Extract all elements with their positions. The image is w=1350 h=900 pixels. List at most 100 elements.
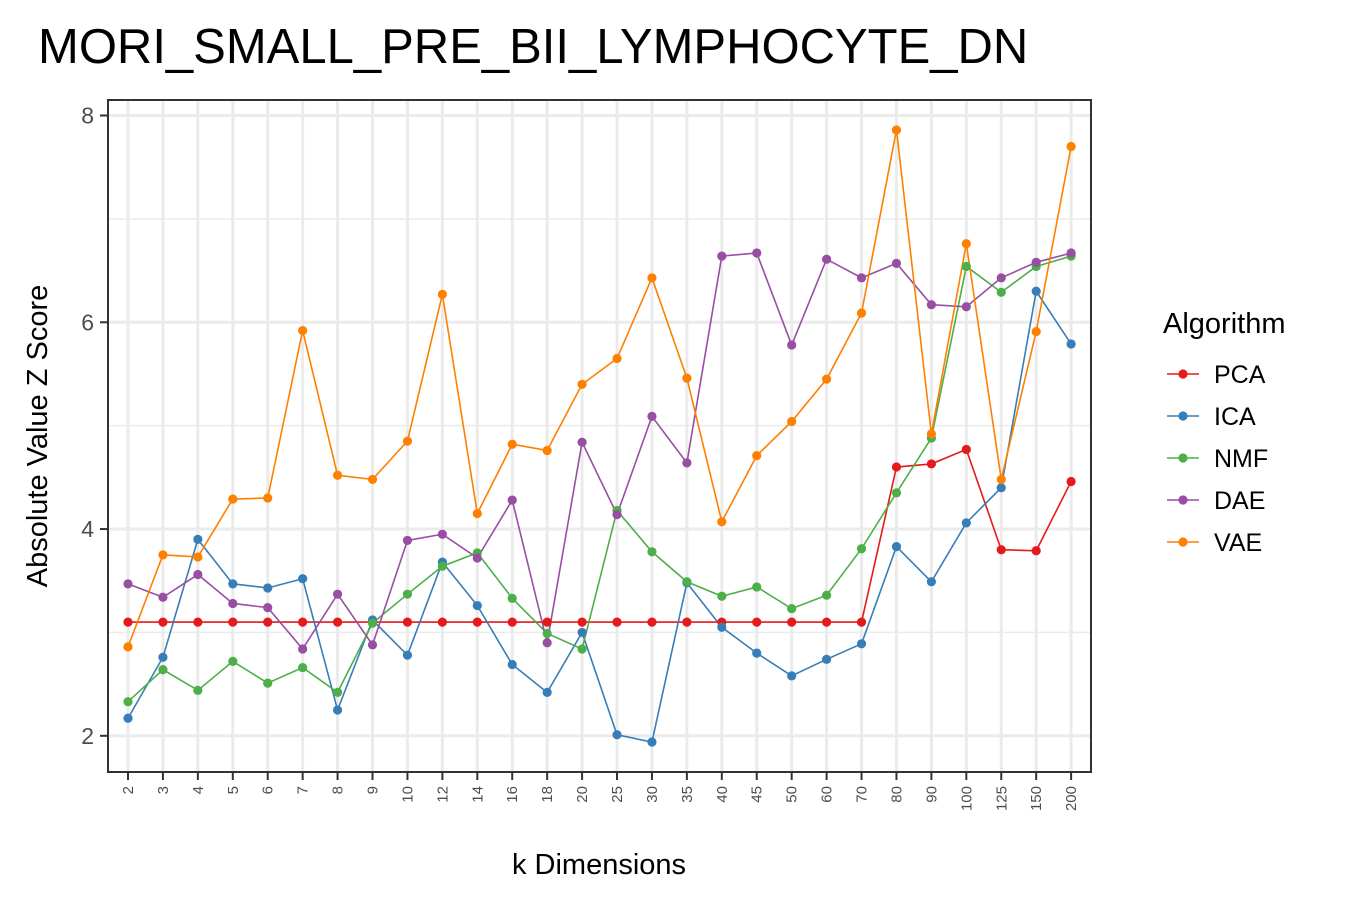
legend-label-ica: ICA — [1214, 403, 1256, 431]
x-tick-label: 70 — [854, 786, 871, 803]
y-tick-label: 8 — [81, 103, 94, 129]
series-points — [123, 125, 1076, 747]
x-tick-label: 14 — [469, 786, 486, 803]
data-point-pca — [298, 617, 308, 627]
data-point-nmf — [437, 561, 447, 571]
x-tick-label: 45 — [749, 786, 766, 803]
x-tick-label: 4 — [190, 786, 207, 794]
data-point-dae — [717, 251, 727, 261]
data-point-nmf — [158, 665, 168, 675]
data-point-vae — [682, 373, 692, 383]
data-point-vae — [612, 353, 622, 364]
data-point-ica — [193, 534, 203, 544]
data-point-dae — [437, 529, 447, 539]
data-point-ica — [263, 583, 273, 593]
data-point-vae — [822, 374, 832, 384]
legend: Algorithm PCA ICA NMF DAE VAE — [1163, 308, 1286, 557]
data-point-dae — [298, 644, 308, 654]
data-point-dae — [367, 640, 378, 650]
data-point-vae — [647, 273, 657, 283]
x-tick-label: 125 — [993, 786, 1010, 811]
legend-label-dae: DAE — [1214, 487, 1265, 515]
data-point-vae — [298, 325, 308, 336]
data-point-ica — [891, 542, 902, 552]
data-point-ica — [402, 650, 413, 660]
data-point-ica — [612, 730, 622, 740]
data-point-pca — [542, 617, 552, 627]
x-tick-label: 9 — [365, 786, 382, 794]
legend-label-nmf: NMF — [1214, 445, 1268, 473]
data-point-vae — [437, 289, 447, 299]
data-point-vae — [332, 470, 343, 480]
data-point-nmf — [822, 590, 832, 600]
data-point-nmf — [402, 589, 413, 599]
data-point-pca — [926, 459, 936, 469]
x-tick-label: 12 — [434, 786, 451, 803]
data-point-dae — [822, 254, 832, 264]
data-point-vae — [542, 445, 552, 456]
x-tick-label: 6 — [260, 786, 277, 794]
data-point-vae — [961, 239, 971, 249]
data-point-pca — [682, 617, 692, 627]
data-point-dae — [1031, 257, 1041, 267]
data-point-vae — [507, 439, 517, 449]
data-point-nmf — [996, 287, 1006, 297]
data-point-dae — [228, 598, 238, 609]
data-point-vae — [752, 451, 762, 461]
x-tick-label: 90 — [923, 786, 940, 803]
legend-label-vae: VAE — [1214, 529, 1262, 557]
data-point-nmf — [856, 544, 867, 554]
data-point-nmf — [193, 685, 203, 695]
x-tick-label: 25 — [609, 786, 626, 803]
data-point-dae — [542, 638, 552, 648]
x-tick-label: 8 — [330, 786, 347, 794]
data-point-pca — [507, 617, 517, 627]
data-point-ica — [507, 659, 517, 670]
y-axis: 2 4 6 8 — [81, 103, 108, 749]
data-point-ica — [542, 687, 552, 697]
x-tick-label: 3 — [155, 786, 172, 794]
data-point-vae — [402, 436, 413, 446]
data-point-dae — [612, 509, 622, 520]
data-point-ica — [647, 737, 657, 747]
data-point-pca — [472, 617, 482, 627]
data-point-ica — [472, 600, 482, 611]
series-line-nmf — [127, 255, 1072, 703]
x-tick-label: 2 — [120, 786, 137, 794]
y-axis-title: Absolute Value Z Score — [22, 285, 54, 588]
x-tick-label: 18 — [539, 786, 556, 803]
data-point-dae — [682, 458, 692, 468]
data-point-nmf — [263, 678, 273, 688]
data-point-nmf — [891, 488, 902, 498]
data-point-ica — [787, 671, 797, 681]
data-point-nmf — [717, 591, 727, 601]
y-tick-label: 6 — [81, 309, 94, 335]
data-point-vae — [228, 494, 238, 504]
data-point-vae — [1031, 326, 1041, 337]
data-point-ica — [1066, 339, 1076, 349]
data-point-vae — [856, 308, 867, 318]
data-point-pca — [263, 617, 273, 627]
data-point-pca — [402, 617, 413, 627]
grid — [108, 100, 1091, 772]
data-point-dae — [647, 411, 657, 421]
legend-key-point-vae — [1178, 537, 1188, 547]
series-line-pca — [128, 448, 1072, 623]
x-tick-label: 150 — [1028, 786, 1045, 811]
data-point-pca — [856, 617, 867, 627]
data-point-vae — [158, 550, 168, 560]
data-point-nmf — [298, 662, 308, 673]
y-tick-label: 2 — [81, 723, 94, 749]
data-point-ica — [158, 652, 168, 662]
data-point-vae — [996, 474, 1006, 485]
data-point-nmf — [332, 687, 343, 697]
data-point-dae — [402, 535, 413, 546]
data-point-pca — [123, 617, 133, 627]
data-point-pca — [1031, 546, 1041, 556]
data-point-ica — [996, 483, 1006, 493]
data-point-nmf — [961, 261, 971, 272]
plot-panel-border — [107, 99, 1092, 773]
x-tick-label: 100 — [958, 786, 975, 811]
data-point-dae — [158, 592, 168, 602]
